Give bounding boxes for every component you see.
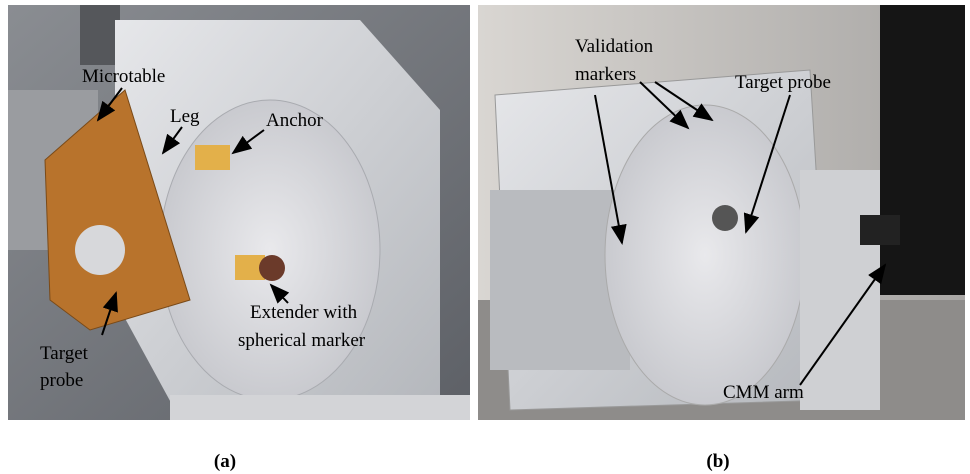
label: CMM arm <box>723 382 804 403</box>
figure: Microtable Leg Anchor Extender with sphe… <box>0 0 970 474</box>
label: probe <box>40 370 83 391</box>
label: markers <box>575 64 636 85</box>
photo-b <box>478 5 965 420</box>
label: Validation <box>575 36 654 57</box>
label: spherical marker <box>238 330 366 351</box>
label: Extender with <box>250 302 358 323</box>
label: Leg <box>170 106 200 127</box>
label: Target <box>40 343 89 364</box>
label: Microtable <box>82 66 165 87</box>
label: Target probe <box>735 72 831 93</box>
caption: (b) <box>706 451 729 472</box>
caption: (a) <box>214 451 236 472</box>
label: Anchor <box>266 110 324 131</box>
